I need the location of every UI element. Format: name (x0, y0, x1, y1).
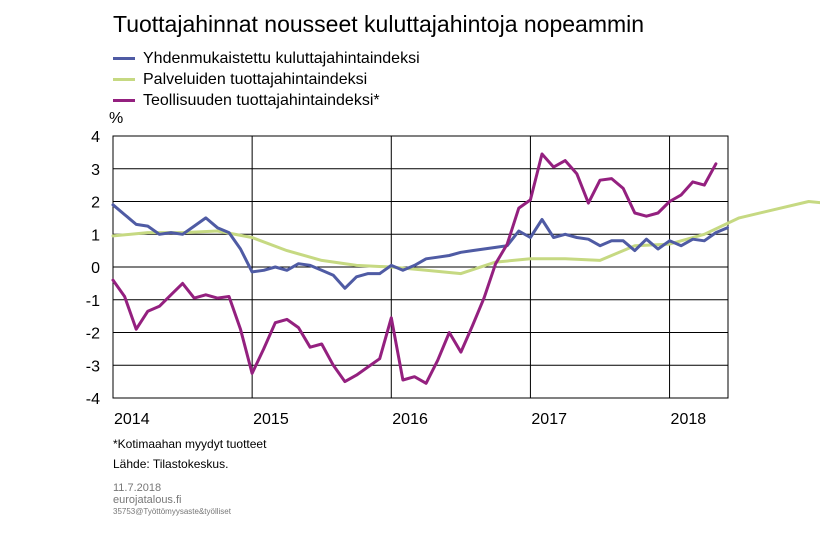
y-tick-label: 2 (91, 195, 100, 212)
y-tick-label: -2 (86, 326, 100, 343)
chart-title: Tuottajahinnat nousseet kuluttajahintoja… (113, 11, 645, 37)
legend: Yhdenmukaistettu kuluttajahintaindeksi P… (113, 48, 420, 111)
y-tick-label: -3 (86, 358, 100, 375)
x-tick-label: 2017 (531, 411, 567, 428)
y-tick-label: -4 (86, 391, 100, 408)
y-tick-label: -1 (86, 293, 100, 310)
series-line-industry (111, 152, 718, 385)
x-tick-label: 2018 (671, 411, 707, 428)
x-tick-label: 2014 (114, 411, 150, 428)
legend-label-services: Palveluiden tuottajahintaindeksi (143, 70, 368, 88)
x-tick-label: 2015 (253, 411, 289, 428)
legend-item-industry: Teollisuuden tuottajahintaindeksi* (113, 90, 420, 111)
source-note: Lähde: Tilastokeskus. (113, 457, 229, 471)
legend-label-industry: Teollisuuden tuottajahintaindeksi* (143, 91, 380, 109)
plot-frame (112, 135, 729, 399)
series-line-hicp (111, 203, 729, 290)
chart-code: 35753@Työttömyysaste&työlliset (113, 507, 231, 516)
footnote: *Kotimaahan myydyt tuotteet (113, 437, 267, 451)
legend-swatch-hicp (113, 57, 135, 60)
y-tick-label: 4 (91, 129, 100, 146)
series-line-services (111, 200, 820, 276)
y-tick-label: 0 (91, 260, 100, 277)
publication-date: 11.7.2018 (113, 482, 162, 494)
x-tick-label: 2016 (392, 411, 428, 428)
y-axis-unit: % (109, 110, 124, 127)
legend-item-services: Palveluiden tuottajahintaindeksi (113, 69, 420, 90)
legend-swatch-services (113, 78, 135, 81)
legend-item-hicp: Yhdenmukaistettu kuluttajahintaindeksi (113, 48, 420, 69)
legend-swatch-industry (113, 99, 135, 102)
site-name: eurojatalous.fi (113, 494, 182, 506)
y-tick-label: 3 (91, 162, 100, 179)
y-tick-label: 1 (91, 227, 100, 244)
legend-label-hicp: Yhdenmukaistettu kuluttajahintaindeksi (143, 49, 420, 67)
